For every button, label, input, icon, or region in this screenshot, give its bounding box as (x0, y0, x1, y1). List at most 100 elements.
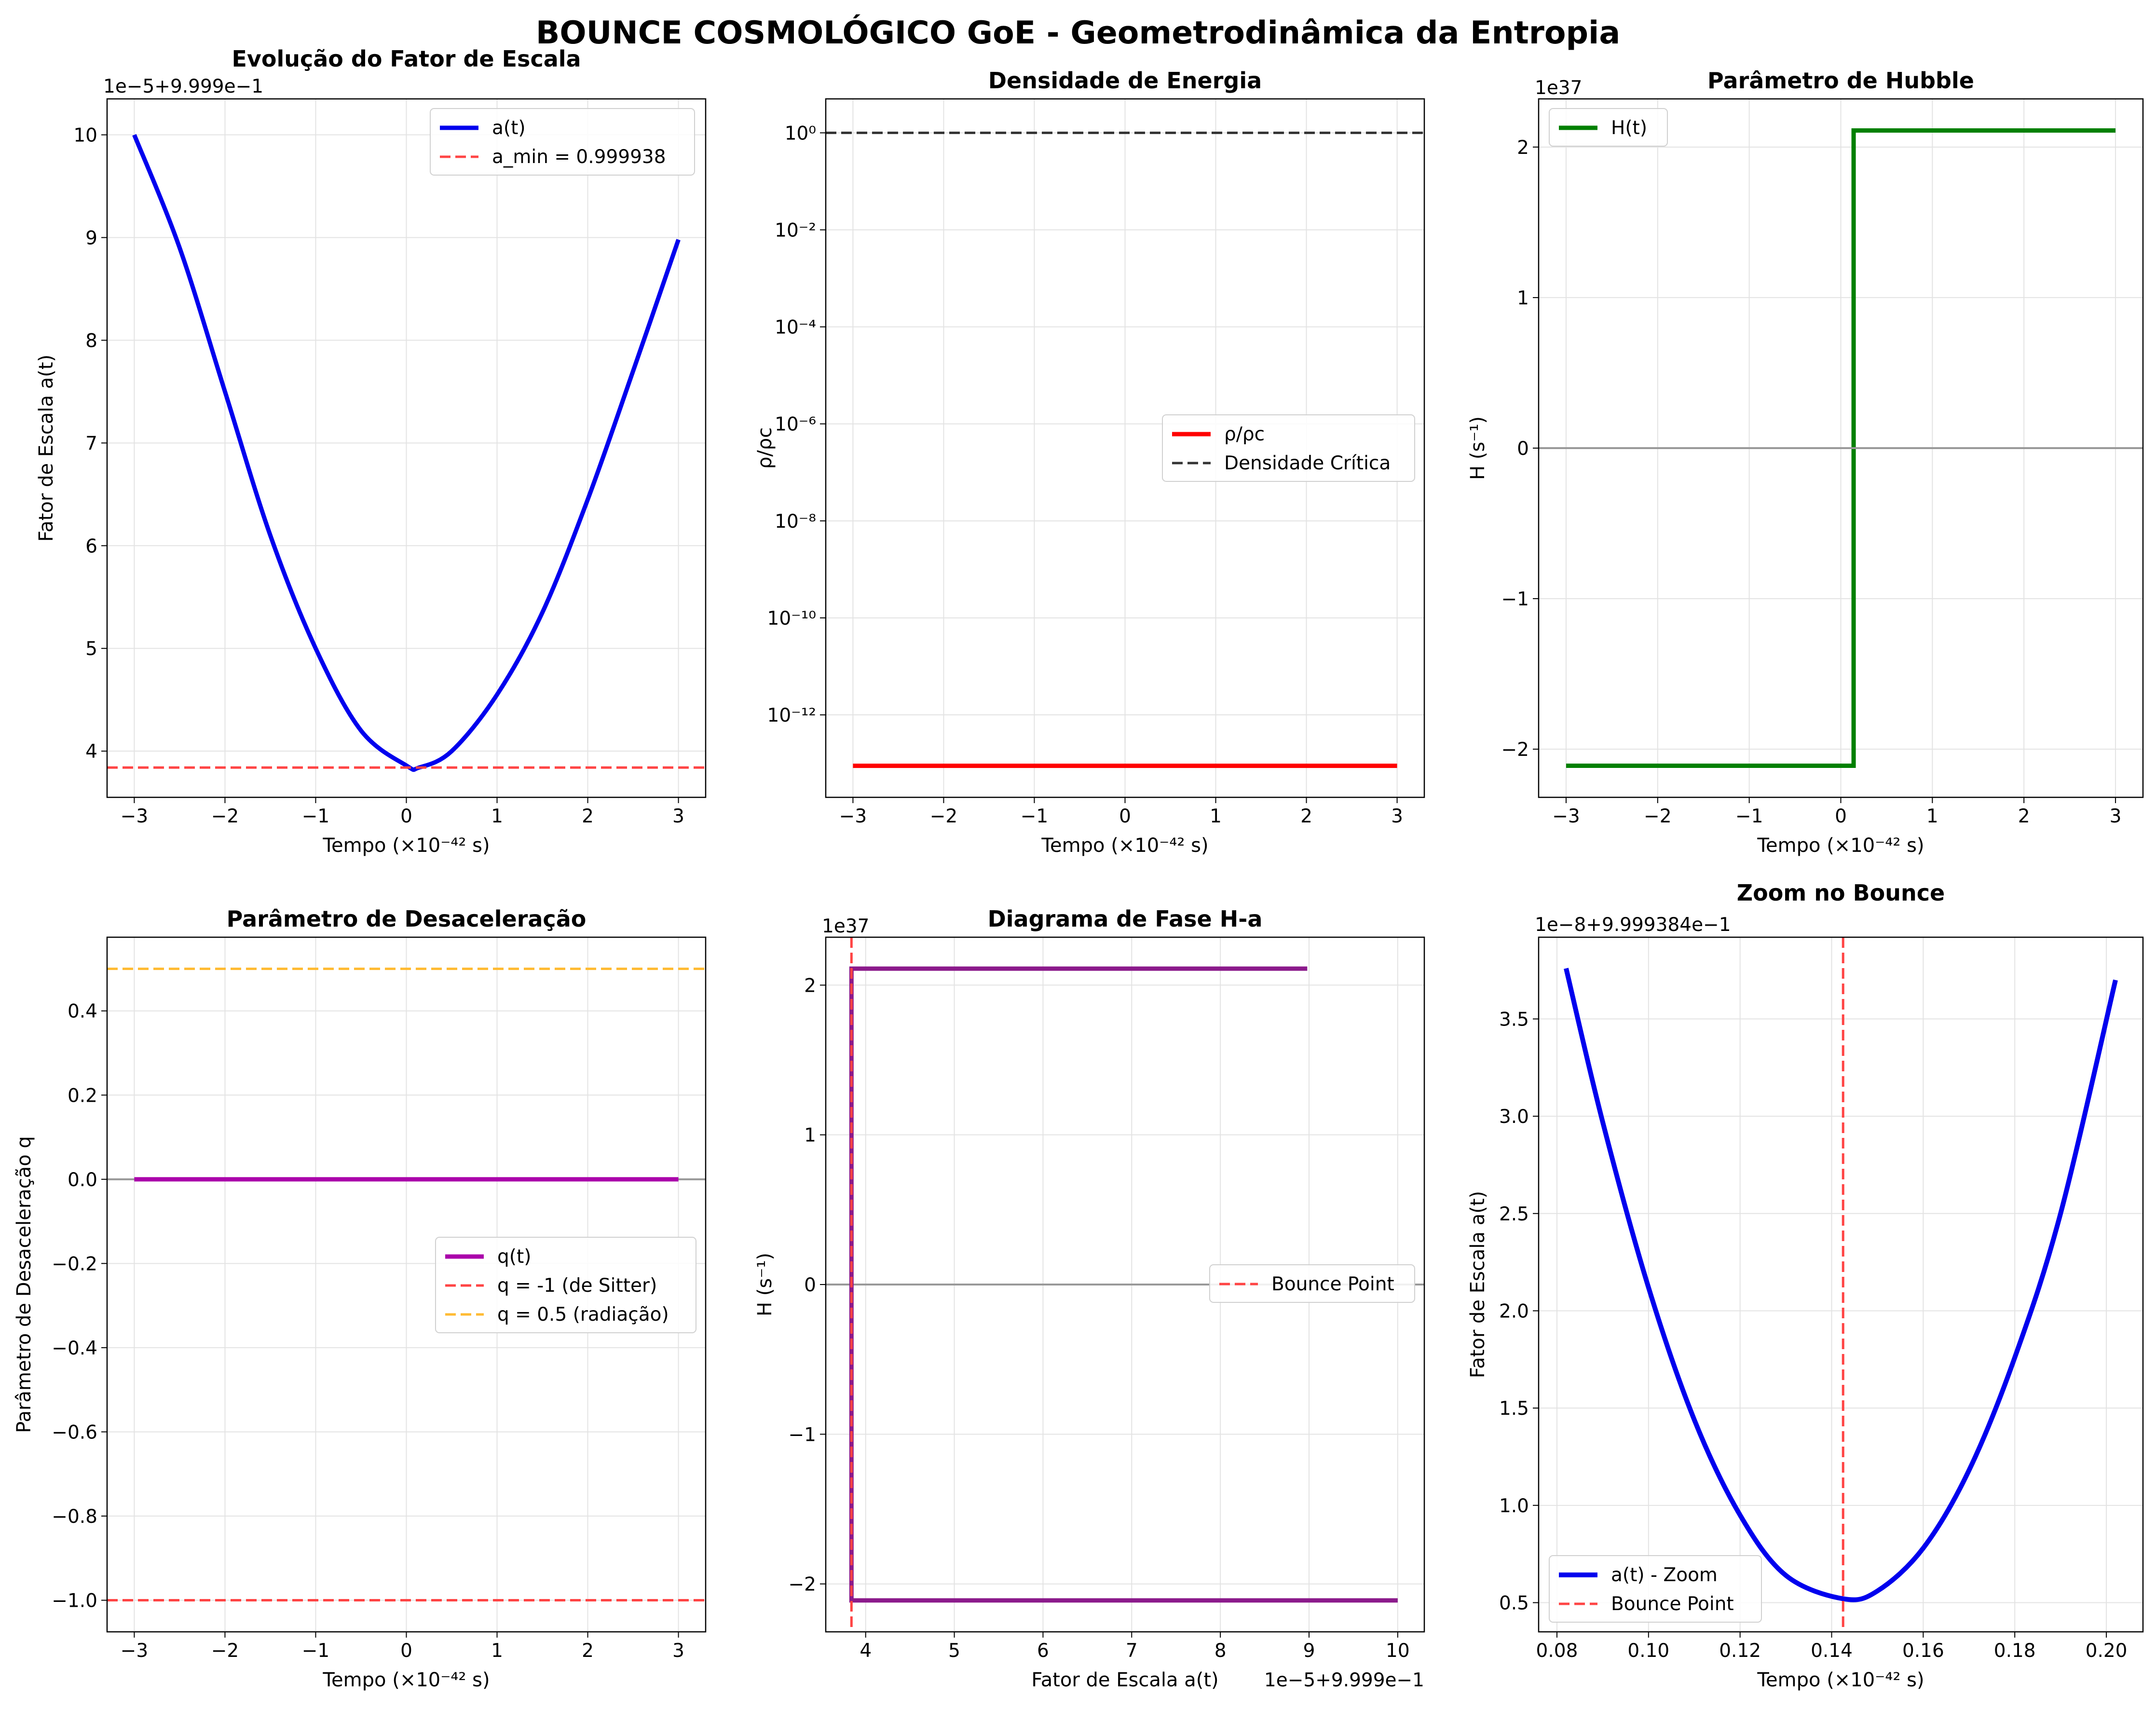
legend-label: Densidade Crítica (1224, 452, 1391, 474)
y-tick-label: −0.4 (52, 1338, 97, 1359)
y-tick-label: 2 (804, 975, 816, 997)
legend: Bounce Point (1209, 1264, 1415, 1303)
y-tick-label: −2 (789, 1574, 817, 1596)
legend-box (1549, 1555, 1762, 1623)
axes-frame (825, 98, 1425, 798)
x-tick-label: −1 (302, 806, 330, 827)
y-tick-label: 1 (1517, 287, 1529, 309)
subplot-2: −3 −2 −1 0 1 2 3 10⁰ 10⁻² 10⁻⁴ 10⁻⁶ 10⁻⁸ 10⁻¹⁰ 10⁻¹² D… (754, 68, 1425, 857)
y-tick-label: 1.5 (1499, 1398, 1529, 1420)
x-tick-label: 0 (400, 1640, 412, 1662)
subplot-6: 0.08 0.10 0.12 0.14 0.16 0.18 0.20 0.5 1.0 1.5 2.0… (1467, 880, 2144, 1691)
legend: q(t) q = -1 (de Sitter) q = 0.5 (radiação) (435, 1237, 696, 1333)
y-offset-text: 1e−5+9.999e−1 (103, 76, 263, 97)
subplot-3: −3 −2 −1 0 1 2 3 −2 −1 0 1 2 Parâmetro de Hubble Temp… (1467, 68, 2144, 857)
legend-box (1549, 108, 1668, 147)
y-tick-label: 2 (1517, 137, 1529, 159)
x-tick-label: 0.08 (1536, 1640, 1578, 1662)
y-tick-label: 10⁻¹⁰ (767, 608, 816, 629)
y-tick-label: 10⁰ (785, 123, 816, 144)
subplot-title: Parâmetro de Hubble (1707, 68, 1974, 94)
x-tick-label: 6 (1037, 1640, 1049, 1662)
x-tick-label: 0.16 (1902, 1640, 1944, 1662)
y-tick-label: −1 (1501, 588, 1529, 610)
x-axis-label: Tempo (×10⁻⁴² s) (1041, 834, 1208, 857)
axes-frame (106, 936, 707, 1633)
x-tick-label: −2 (1644, 806, 1672, 827)
x-tick-label: 2 (582, 806, 594, 827)
subplot-title: Densidade de Energia (988, 68, 1262, 94)
figure-title: BOUNCE COSMOLÓGICO GoE - Geometrodinâmic… (536, 14, 1620, 51)
x-axis-label: Tempo (×10⁻⁴² s) (1757, 1669, 1924, 1691)
x-tick-label: 9 (1303, 1640, 1315, 1662)
y-axis-label: H (s⁻¹) (1467, 416, 1489, 480)
y-tick-label: 1 (804, 1125, 816, 1147)
x-tick-label: 0.12 (1719, 1640, 1761, 1662)
y-tick-label: 4 (85, 741, 97, 763)
y-tick-label: −2 (1501, 739, 1529, 761)
legend-label: q = 0.5 (radiação) (497, 1304, 669, 1326)
x-tick-label: −1 (1735, 806, 1763, 827)
y-tick-label: 7 (85, 433, 97, 454)
legend-box (1162, 414, 1415, 482)
x-tick-label: 3 (672, 806, 684, 827)
y-tick-label: 1.0 (1499, 1495, 1529, 1517)
x-tick-label: 1 (1210, 806, 1222, 827)
subplot-title: Diagrama de Fase H-a (988, 906, 1263, 932)
y-tick-label: 3.5 (1499, 1009, 1529, 1030)
x-tick-label: −2 (211, 806, 239, 827)
x-tick-label: 2 (582, 1640, 594, 1662)
y-tick-label: −0.2 (52, 1253, 97, 1275)
y-tick-label: 8 (85, 330, 97, 352)
y-tick-label: 10⁻¹² (767, 705, 816, 726)
x-tick-label: 0 (1119, 806, 1131, 827)
x-tick-label: −1 (302, 1640, 330, 1662)
axes-frame (1538, 98, 2144, 798)
y-offset-text: 1e−8+9.999384e−1 (1535, 914, 1731, 936)
x-tick-label: 1 (1926, 806, 1938, 827)
y-tick-label: 10⁻⁸ (775, 511, 816, 533)
x-tick-label: −2 (211, 1640, 239, 1662)
x-tick-label: 2 (2018, 806, 2030, 827)
x-tick-label: 0.20 (2086, 1640, 2128, 1662)
x-tick-label: 4 (860, 1640, 872, 1662)
y-offset-text: 1e37 (822, 916, 869, 937)
y-tick-label: −1 (789, 1424, 817, 1446)
legend-box (430, 108, 695, 176)
legend-label: a(t) (492, 117, 526, 139)
x-axis-label: Fator de Escala a(t) (1031, 1669, 1218, 1691)
y-tick-label: −1.0 (52, 1590, 97, 1612)
y-tick-label: 0.2 (68, 1085, 97, 1107)
x-tick-label: 0.18 (1994, 1640, 2036, 1662)
legend-box (435, 1237, 696, 1333)
legend-label: Bounce Point (1611, 1593, 1734, 1615)
y-tick-label: −0.8 (52, 1506, 97, 1528)
y-tick-label: −0.6 (52, 1422, 97, 1443)
x-tick-label: 0 (1835, 806, 1847, 827)
x-axis-label: Tempo (×10⁻⁴² s) (322, 1669, 490, 1691)
x-tick-label: −3 (839, 806, 867, 827)
y-tick-label: 3.0 (1499, 1106, 1529, 1128)
subplot-title: Zoom no Bounce (1737, 880, 1945, 906)
y-axis-label: Fator de Escala a(t) (35, 355, 57, 542)
legend-label: q = -1 (de Sitter) (497, 1275, 657, 1297)
subplot-5: 4 5 6 7 8 9 10 −2 −1 0 1 2 Diagrama de Fase H-a Fator… (754, 906, 1425, 1691)
x-tick-label: 0.10 (1627, 1640, 1669, 1662)
y-tick-label: 10⁻² (775, 220, 816, 242)
y-tick-label: 0 (1517, 438, 1529, 460)
x-tick-label: 0 (400, 806, 412, 827)
x-tick-label: 2 (1300, 806, 1312, 827)
x-tick-label: −3 (1552, 806, 1580, 827)
y-tick-label: 10⁻⁴ (775, 317, 816, 339)
legend-label: ρ/ρc (1224, 424, 1265, 445)
y-axis-label: Parâmetro de Desaceleração q (13, 1136, 35, 1433)
x-offset-text: 1e−5+9.999e−1 (1264, 1669, 1424, 1691)
y-tick-label: 10⁻⁶ (775, 414, 816, 436)
legend-label: a_min = 0.999938 (492, 146, 666, 168)
x-axis-label: Tempo (×10⁻⁴² s) (322, 834, 490, 857)
subplot-1: −3 −2 −1 0 1 2 3 4 5 6 7 8 9 10 Evolução do Fator de E… (35, 46, 707, 857)
legend: a(t) - Zoom Bounce Point (1549, 1555, 1762, 1623)
y-tick-label: 10 (73, 125, 97, 147)
subplot-title: Evolução do Fator de Escala (232, 46, 581, 72)
y-axis-label: Fator de Escala a(t) (1467, 1191, 1489, 1378)
